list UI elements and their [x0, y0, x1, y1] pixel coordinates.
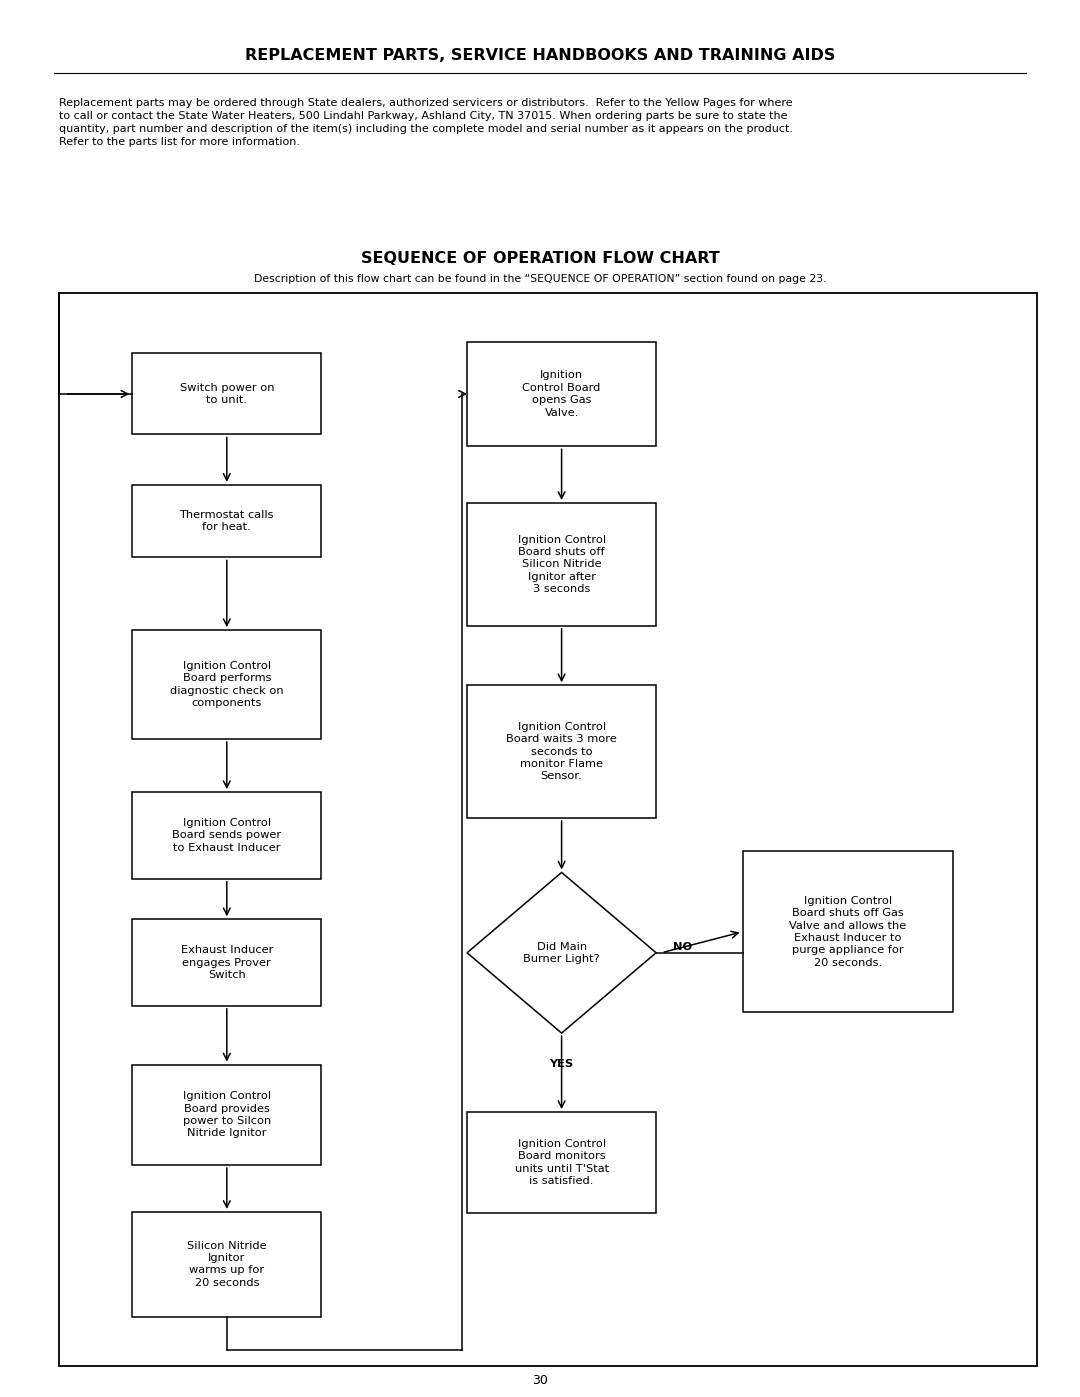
Text: SEQUENCE OF OPERATION FLOW CHART: SEQUENCE OF OPERATION FLOW CHART — [361, 251, 719, 265]
Text: Ignition Control
Board performs
diagnostic check on
components: Ignition Control Board performs diagnost… — [170, 661, 284, 708]
Text: Thermostat calls
for heat.: Thermostat calls for heat. — [179, 510, 274, 532]
Text: Silicon Nitride
Ignitor
warms up for
20 seconds: Silicon Nitride Ignitor warms up for 20 … — [187, 1241, 267, 1288]
Text: Ignition Control
Board shuts off Gas
Valve and allows the
Exhaust Inducer to
pur: Ignition Control Board shuts off Gas Val… — [789, 895, 906, 968]
Bar — [468, 1112, 656, 1213]
Bar — [133, 919, 322, 1006]
Text: REPLACEMENT PARTS, SERVICE HANDBOOKS AND TRAINING AIDS: REPLACEMENT PARTS, SERVICE HANDBOOKS AND… — [245, 49, 835, 63]
Text: NO: NO — [674, 942, 692, 953]
Bar — [133, 485, 322, 557]
Text: Replacement parts may be ordered through State dealers, authorized servicers or : Replacement parts may be ordered through… — [59, 98, 794, 148]
Text: Exhaust Inducer
engages Prover
Switch: Exhaust Inducer engages Prover Switch — [180, 946, 273, 979]
Bar — [468, 503, 656, 626]
Text: Did Main
Burner Light?: Did Main Burner Light? — [524, 942, 599, 964]
Text: Ignition Control
Board provides
power to Silcon
Nitride Ignitor: Ignition Control Board provides power to… — [183, 1091, 271, 1139]
Text: 30: 30 — [532, 1373, 548, 1387]
Text: Description of this flow chart can be found in the “SEQUENCE OF OPERATION” secti: Description of this flow chart can be fo… — [254, 274, 826, 285]
Bar — [133, 630, 322, 739]
Bar — [133, 353, 322, 434]
Text: Ignition
Control Board
opens Gas
Valve.: Ignition Control Board opens Gas Valve. — [523, 370, 600, 418]
Text: YES: YES — [550, 1059, 573, 1069]
Text: Ignition Control
Board sends power
to Exhaust Inducer: Ignition Control Board sends power to Ex… — [172, 819, 282, 852]
Bar — [133, 1065, 322, 1165]
Bar — [133, 792, 322, 879]
Text: Ignition Control
Board shuts off
Silicon Nitride
Ignitor after
3 seconds: Ignition Control Board shuts off Silicon… — [517, 535, 606, 594]
Bar — [468, 685, 656, 819]
Bar — [743, 851, 954, 1011]
Polygon shape — [468, 872, 657, 1034]
Text: Ignition Control
Board monitors
units until T'Stat
is satisfied.: Ignition Control Board monitors units un… — [514, 1139, 609, 1186]
Bar — [133, 1211, 322, 1316]
Text: Switch power on
to unit.: Switch power on to unit. — [179, 383, 274, 405]
Bar — [59, 293, 1037, 1366]
Text: Ignition Control
Board waits 3 more
seconds to
monitor Flame
Sensor.: Ignition Control Board waits 3 more seco… — [507, 722, 617, 781]
Bar — [468, 342, 656, 447]
